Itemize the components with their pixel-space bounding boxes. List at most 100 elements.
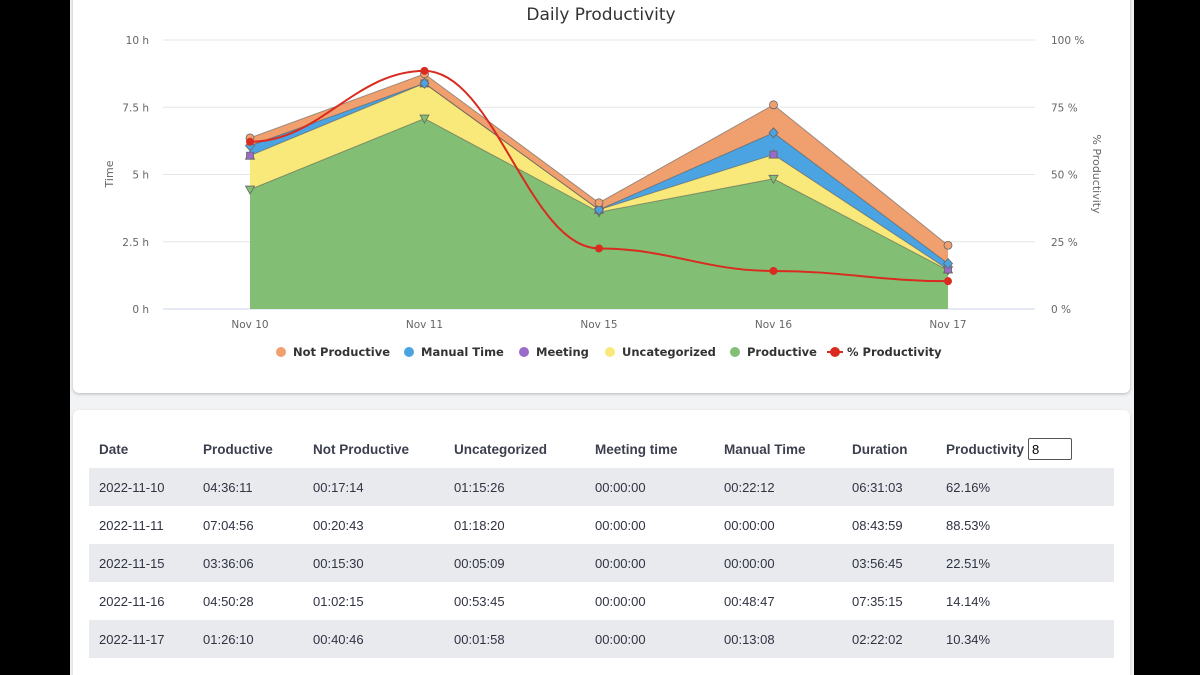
point-not-productive (769, 100, 778, 110)
cell-productivity: 14.14% (936, 582, 1114, 620)
point-percent-productivity (420, 66, 429, 75)
x-tick-label: Nov 10 (231, 319, 268, 331)
x-tick-label: Nov 15 (580, 319, 617, 331)
legend-label[interactable]: % Productivity (847, 345, 942, 359)
legend-symbol (730, 347, 740, 357)
cell-date: 2022-11-17 (89, 620, 193, 658)
point-not-productive (943, 240, 953, 250)
header-productivity-label[interactable]: Productivity (946, 441, 1025, 457)
cell-uncategorized: 00:01:58 (444, 620, 585, 658)
point-percent-productivity (769, 266, 778, 275)
cell-uncategorized: 00:05:09 (444, 544, 585, 582)
legend-label[interactable]: Uncategorized (622, 345, 716, 359)
legend-symbol (830, 347, 840, 357)
y-tick-label: 5 h (132, 170, 149, 182)
cell-duration: 07:35:15 (842, 582, 936, 620)
legend-symbol (276, 347, 286, 357)
x-tick-label: Nov 17 (929, 319, 966, 331)
cell-duration: 02:22:02 (842, 620, 936, 658)
y2-axis-title: % Productivity (1090, 134, 1103, 214)
y2-tick-label: 75 % (1051, 102, 1078, 114)
cell-manual-time: 00:00:00 (714, 544, 842, 582)
y-tick-label: 7.5 h (122, 102, 149, 114)
table-card: Date Productive Not Productive Uncategor… (73, 410, 1130, 675)
header-duration[interactable]: Duration (852, 441, 908, 457)
legend-label[interactable]: Meeting (536, 345, 589, 359)
table-row: 2022-11-17 01:26:10 00:40:46 00:01:58 00:00:… (89, 620, 1114, 658)
point-meeting (246, 151, 254, 160)
cell-productive: 04:36:11 (193, 468, 303, 506)
legend-label[interactable]: Productive (747, 345, 817, 359)
point-productive (768, 174, 779, 185)
legend-symbol (519, 347, 529, 357)
header-not-productive[interactable]: Not Productive (313, 441, 410, 457)
cell-date: 2022-11-11 (89, 506, 193, 544)
cell-manual-time: 00:48:47 (714, 582, 842, 620)
header-productivity: Productivity (936, 430, 1114, 468)
y2-tick-label: 0 % (1051, 304, 1071, 316)
cell-manual-time: 00:00:00 (714, 506, 842, 544)
point-manual-time (593, 204, 605, 216)
cell-date: 2022-11-10 (89, 468, 193, 506)
cell-productivity: 62.16% (936, 468, 1114, 506)
cell-date: 2022-11-15 (89, 544, 193, 582)
productivity-table: Date Productive Not Productive Uncategor… (89, 430, 1114, 658)
header-uncategorized[interactable]: Uncategorized (454, 441, 548, 457)
cell-productivity: 22.51% (936, 544, 1114, 582)
header-meeting-time[interactable]: Meeting time (595, 441, 678, 457)
point-percent-productivity (595, 244, 603, 253)
chart-title: Daily Productivity (526, 5, 675, 25)
cell-productivity: 10.34% (936, 620, 1114, 658)
cell-manual-time: 00:22:12 (714, 468, 842, 506)
point-manual-time (419, 77, 430, 89)
cell-meeting-time: 00:00:00 (585, 620, 714, 658)
x-tick-label: Nov 11 (406, 319, 443, 331)
header-manual-time[interactable]: Manual Time (724, 441, 806, 457)
productivity-filter-input[interactable] (1028, 438, 1073, 460)
y-tick-label: 2.5 h (122, 237, 149, 249)
cell-productivity: 88.53% (936, 506, 1114, 544)
table-row: 2022-11-16 04:50:28 01:02:15 00:53:45 00:00:… (89, 582, 1114, 620)
point-not-productive (594, 198, 604, 208)
cell-productive: 07:04:56 (193, 506, 303, 544)
cell-not-productive: 01:02:15 (303, 582, 444, 620)
cell-productive: 04:50:28 (193, 582, 303, 620)
y2-tick-label: 50 % (1051, 170, 1078, 182)
cell-duration: 03:56:45 (842, 544, 936, 582)
cell-not-productive: 00:20:43 (303, 506, 444, 544)
chart-card: Daily Productivity 0 h 2.5 h 5 h 7.5 h 10 h 0 … (73, 0, 1130, 393)
y-tick-label: 0 h (132, 304, 149, 316)
table-row: 2022-11-10 04:36:11 00:17:14 01:15:26 00:00:… (89, 468, 1114, 506)
y-axis-title: Time (103, 160, 116, 188)
cell-duration: 06:31:03 (842, 468, 936, 506)
cell-productive: 01:26:10 (193, 620, 303, 658)
table-row: 2022-11-15 03:36:06 00:15:30 00:05:09 00:00:… (89, 544, 1114, 582)
point-productive (244, 185, 256, 195)
header-date[interactable]: Date (99, 441, 129, 457)
point-manual-time (942, 257, 954, 270)
cell-meeting-time: 00:00:00 (585, 582, 714, 620)
cell-not-productive: 00:40:46 (303, 620, 444, 658)
cell-uncategorized: 01:15:26 (444, 468, 585, 506)
cell-meeting-time: 00:00:00 (585, 506, 714, 544)
table-header-row: Date Productive Not Productive Uncategor… (89, 430, 1114, 468)
cell-meeting-time: 00:00:00 (585, 468, 714, 506)
legend-symbol (404, 347, 414, 357)
cell-meeting-time: 00:00:00 (585, 544, 714, 582)
line-percent-productivity (249, 69, 949, 283)
legend-label[interactable]: Manual Time (421, 345, 504, 359)
y2-tick-label: 25 % (1051, 237, 1078, 249)
header-productive[interactable]: Productive (203, 441, 273, 457)
x-tick-label: Nov 16 (755, 319, 793, 331)
table-row: 2022-11-11 07:04:56 00:20:43 01:18:20 00:00:… (89, 506, 1114, 544)
legend-label[interactable]: Not Productive (293, 345, 390, 359)
legend-symbol (605, 347, 615, 357)
point-meeting (769, 150, 778, 159)
cell-not-productive: 00:17:14 (303, 468, 444, 506)
cell-manual-time: 00:13:08 (714, 620, 842, 658)
point-percent-productivity (246, 137, 254, 146)
point-productive (419, 114, 430, 124)
cell-uncategorized: 00:53:45 (444, 582, 585, 620)
cell-productive: 03:36:06 (193, 544, 303, 582)
y-tick-label: 10 h (126, 35, 149, 47)
